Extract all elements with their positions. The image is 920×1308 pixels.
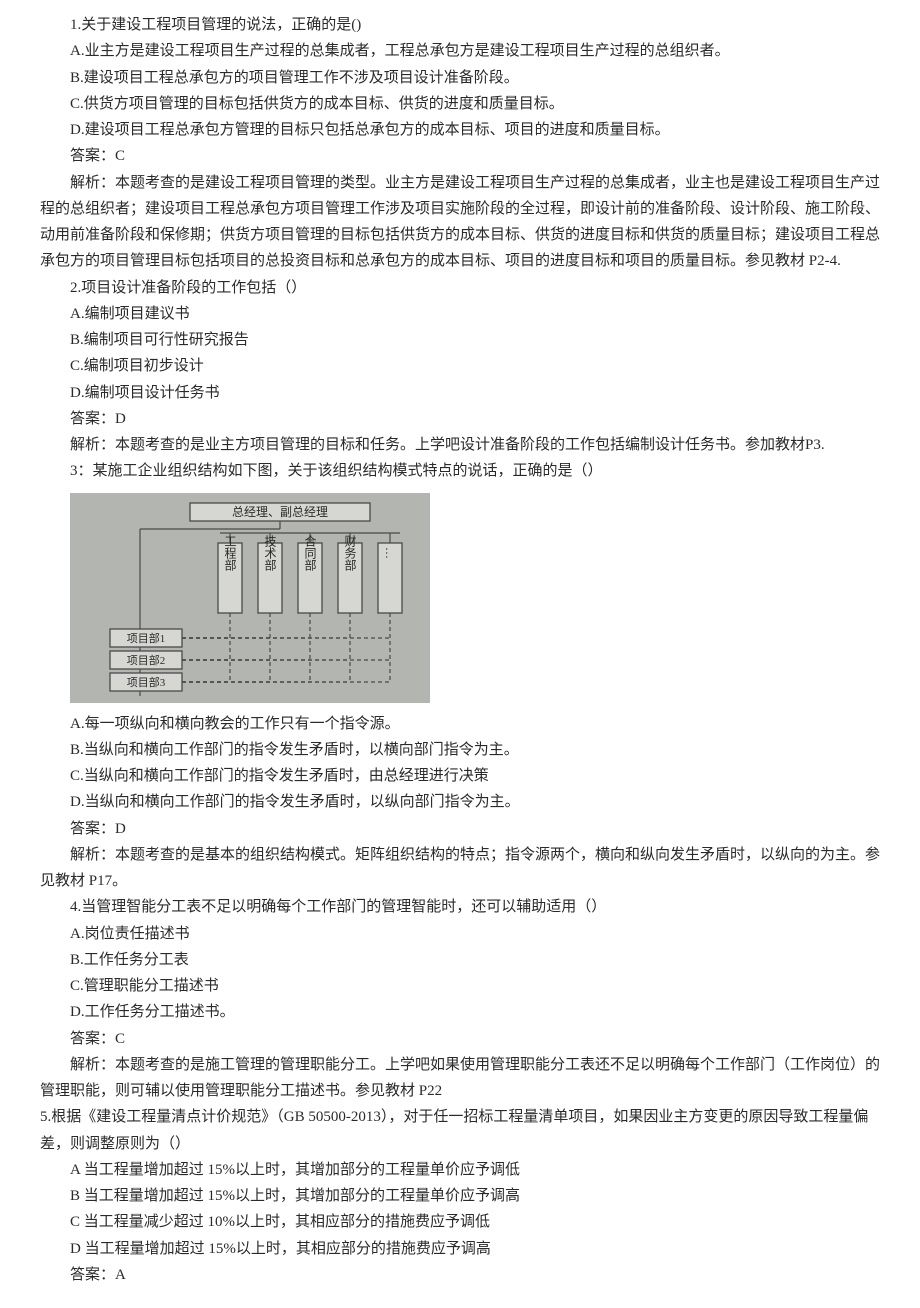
q3-option-a: A.每一项纵向和横向教会的工作只有一个指令源。 <box>40 711 880 737</box>
svg-text:项目部3: 项目部3 <box>127 675 166 689</box>
q1-explain-text: 解析：本题考查的是建设工程项目管理的类型。业主方是建设工程项目生产过程的总集成者… <box>40 175 880 270</box>
q3-option-d: D.当纵向和横向工作部门的指令发生矛盾时，以纵向部门指令为主。 <box>40 789 880 815</box>
svg-text:技术部: 技术部 <box>263 534 277 570</box>
q5-option-c: C 当工程量减少超过 10%以上时，其相应部分的措施费应予调低 <box>40 1209 880 1235</box>
q5-answer: 答案：A <box>40 1262 880 1288</box>
q1-option-c: C.供货方项目管理的目标包括供货方的成本目标、供货的进度和质量目标。 <box>40 91 880 117</box>
q2-option-a: A.编制项目建议书 <box>40 301 880 327</box>
q3-answer: 答案：D <box>40 816 880 842</box>
q2-explain-text: 解析：本题考查的是业主方项目管理的目标和任务。上学吧设计准备阶段的工作包括编制设… <box>70 437 825 453</box>
q5-option-b: B 当工程量增加超过 15%以上时，其增加部分的工程量单价应予调高 <box>40 1183 880 1209</box>
q5-option-d: D 当工程量增加超过 15%以上时，其相应部分的措施费应予调高 <box>40 1236 880 1262</box>
svg-text:财务部: 财务部 <box>343 534 357 570</box>
svg-text:…: … <box>383 547 397 559</box>
q2-stem: 2.项目设计准备阶段的工作包括（） <box>40 275 880 301</box>
svg-text:项目部2: 项目部2 <box>127 653 166 667</box>
q4-explain: 解析：本题考查的是施工管理的管理职能分工。上学吧如果使用管理职能分工表还不足以明… <box>40 1052 880 1105</box>
q2-option-d: D.编制项目设计任务书 <box>40 380 880 406</box>
q3-stem: 3：某施工企业组织结构如下图，关于该组织结构模式特点的说话，正确的是（） <box>40 458 880 484</box>
q3-explain-text: 解析：本题考查的是基本的组织结构模式。矩阵组织结构的特点；指令源两个，横向和纵向… <box>40 847 880 889</box>
q1-option-b: B.建设项目工程总承包方的项目管理工作不涉及项目设计准备阶段。 <box>40 65 880 91</box>
svg-text:项目部1: 项目部1 <box>127 631 166 645</box>
q1-answer: 答案：C <box>40 143 880 169</box>
q1-option-d: D.建设项目工程总承包方管理的目标只包括总承包方的成本目标、项目的进度和质量目标… <box>40 117 880 143</box>
q2-option-c: C.编制项目初步设计 <box>40 353 880 379</box>
org-chart-diagram: 总经理、副总经理工程部 技术部 合同部 财务部 … 项目部1 项目部2 项目部3 <box>70 493 430 703</box>
q3-option-b: B.当纵向和横向工作部门的指令发生矛盾时，以横向部门指令为主。 <box>40 737 880 763</box>
q4-explain-text: 解析：本题考查的是施工管理的管理职能分工。上学吧如果使用管理职能分工表还不足以明… <box>40 1057 880 1099</box>
q4-stem: 4.当管理智能分工表不足以明确每个工作部门的管理智能时，还可以辅助适用（） <box>40 894 880 920</box>
q1-option-a: A.业主方是建设工程项目生产过程的总集成者，工程总承包方是建设工程项目生产过程的… <box>40 38 880 64</box>
q4-option-a: A.岗位责任描述书 <box>40 921 880 947</box>
q2-option-b: B.编制项目可行性研究报告 <box>40 327 880 353</box>
q3-explain: 解析：本题考查的是基本的组织结构模式。矩阵组织结构的特点；指令源两个，横向和纵向… <box>40 842 880 895</box>
q1-stem: 1.关于建设工程项目管理的说法，正确的是() <box>40 12 880 38</box>
q5-stem: 5.根据《建设工程量清点计价规范》（GB 50500-2013），对于任一招标工… <box>40 1104 880 1157</box>
svg-text:工程部: 工程部 <box>223 535 237 571</box>
q4-answer: 答案：C <box>40 1026 880 1052</box>
q2-answer: 答案：D <box>40 406 880 432</box>
q1-explain: 解析：本题考查的是建设工程项目管理的类型。业主方是建设工程项目生产过程的总集成者… <box>40 170 880 275</box>
org-chart-svg: 总经理、副总经理工程部 技术部 合同部 财务部 … 项目部1 项目部2 项目部3 <box>70 493 430 703</box>
q4-option-b: B.工作任务分工表 <box>40 947 880 973</box>
svg-text:总经理、副总经理: 总经理、副总经理 <box>232 505 328 519</box>
q3-option-c: C.当纵向和横向工作部门的指令发生矛盾时，由总经理进行决策 <box>40 763 880 789</box>
q4-option-d: D.工作任务分工描述书。 <box>40 999 880 1025</box>
q4-option-c: C.管理职能分工描述书 <box>40 973 880 999</box>
svg-text:合同部: 合同部 <box>303 533 317 570</box>
q5-option-a: A 当工程量增加超过 15%以上时，其增加部分的工程量单价应予调低 <box>40 1157 880 1183</box>
q2-explain: 解析：本题考查的是业主方项目管理的目标和任务。上学吧设计准备阶段的工作包括编制设… <box>40 432 880 458</box>
